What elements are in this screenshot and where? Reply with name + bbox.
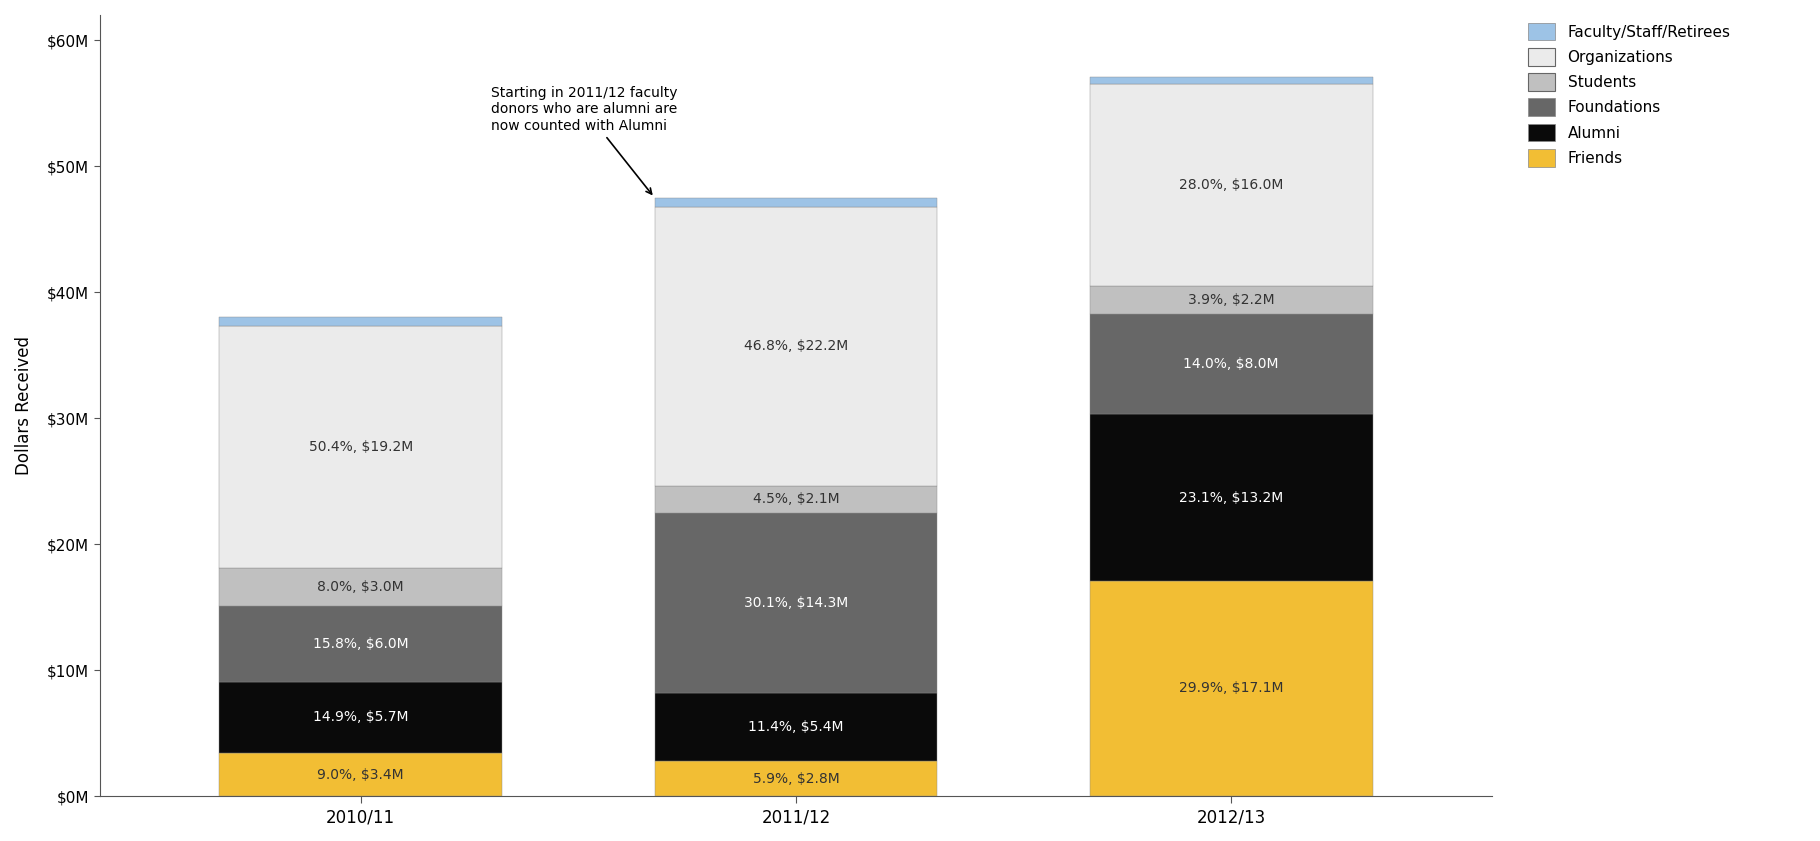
Text: 14.0%, $8.0M: 14.0%, $8.0M bbox=[1183, 357, 1279, 371]
Text: 14.9%, $5.7M: 14.9%, $5.7M bbox=[313, 711, 408, 724]
Bar bbox=[655, 207, 937, 486]
Text: 29.9%, $17.1M: 29.9%, $17.1M bbox=[1179, 681, 1283, 696]
Text: 11.4%, $5.4M: 11.4%, $5.4M bbox=[748, 720, 844, 734]
Bar bbox=[1090, 84, 1372, 286]
Bar bbox=[655, 513, 937, 693]
Bar bbox=[218, 754, 502, 796]
Text: 5.9%, $2.8M: 5.9%, $2.8M bbox=[753, 771, 839, 785]
Bar bbox=[218, 569, 502, 606]
Text: 23.1%, $13.2M: 23.1%, $13.2M bbox=[1179, 490, 1283, 505]
Bar bbox=[218, 681, 502, 754]
Bar bbox=[1090, 77, 1372, 84]
Text: 8.0%, $3.0M: 8.0%, $3.0M bbox=[317, 580, 404, 594]
Text: 30.1%, $14.3M: 30.1%, $14.3M bbox=[744, 595, 848, 610]
Y-axis label: Dollars Received: Dollars Received bbox=[15, 336, 33, 475]
Bar bbox=[1090, 581, 1372, 796]
Bar bbox=[218, 317, 502, 326]
Text: 9.0%, $3.4M: 9.0%, $3.4M bbox=[317, 768, 404, 782]
Text: 15.8%, $6.0M: 15.8%, $6.0M bbox=[313, 637, 408, 651]
Bar bbox=[655, 198, 937, 207]
Text: Starting in 2011/12 faculty
donors who are alumni are
now counted with Alumni: Starting in 2011/12 faculty donors who a… bbox=[491, 87, 677, 194]
Bar bbox=[1090, 286, 1372, 314]
Text: 50.4%, $19.2M: 50.4%, $19.2M bbox=[309, 440, 413, 454]
Bar bbox=[218, 326, 502, 569]
Text: 28.0%, $16.0M: 28.0%, $16.0M bbox=[1179, 178, 1283, 192]
Bar bbox=[218, 606, 502, 681]
Bar bbox=[655, 761, 937, 796]
Bar bbox=[1090, 314, 1372, 415]
Bar bbox=[655, 486, 937, 513]
Bar bbox=[655, 693, 937, 761]
Legend: Faculty/Staff/Retirees, Organizations, Students, Foundations, Alumni, Friends: Faculty/Staff/Retirees, Organizations, S… bbox=[1529, 23, 1731, 167]
Bar bbox=[1090, 415, 1372, 581]
Text: 4.5%, $2.1M: 4.5%, $2.1M bbox=[753, 493, 839, 506]
Text: 3.9%, $2.2M: 3.9%, $2.2M bbox=[1188, 293, 1274, 307]
Text: 46.8%, $22.2M: 46.8%, $22.2M bbox=[744, 340, 848, 353]
